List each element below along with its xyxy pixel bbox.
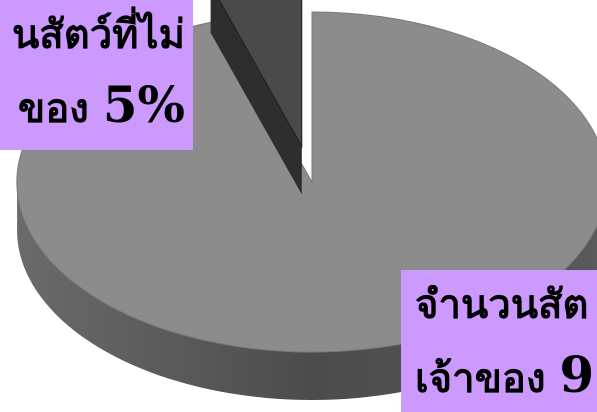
pie-slice-unowned-side bbox=[210, 0, 302, 195]
label-owned-line1: จำนวนสัต bbox=[415, 281, 589, 328]
label-owned-prefix: เจ้าของ bbox=[415, 355, 560, 402]
pie-slice-unowned bbox=[218, 0, 303, 149]
label-owned-value: 9 bbox=[559, 345, 595, 404]
label-unowned-line1: นสัตว์ที่ไม่ bbox=[11, 11, 185, 58]
label-owned-line2: เจ้าของ 9 bbox=[415, 340, 597, 412]
label-unowned-prefix: ของ bbox=[17, 85, 103, 132]
label-owned-animals: จำนวนสัต เจ้าของ 9 bbox=[401, 270, 597, 412]
label-unowned-animals: นสัตว์ที่ไม่ ของ 5% bbox=[0, 0, 193, 150]
label-unowned-value: 5% bbox=[102, 75, 185, 134]
label-unowned-line2: ของ 5% bbox=[0, 70, 185, 144]
